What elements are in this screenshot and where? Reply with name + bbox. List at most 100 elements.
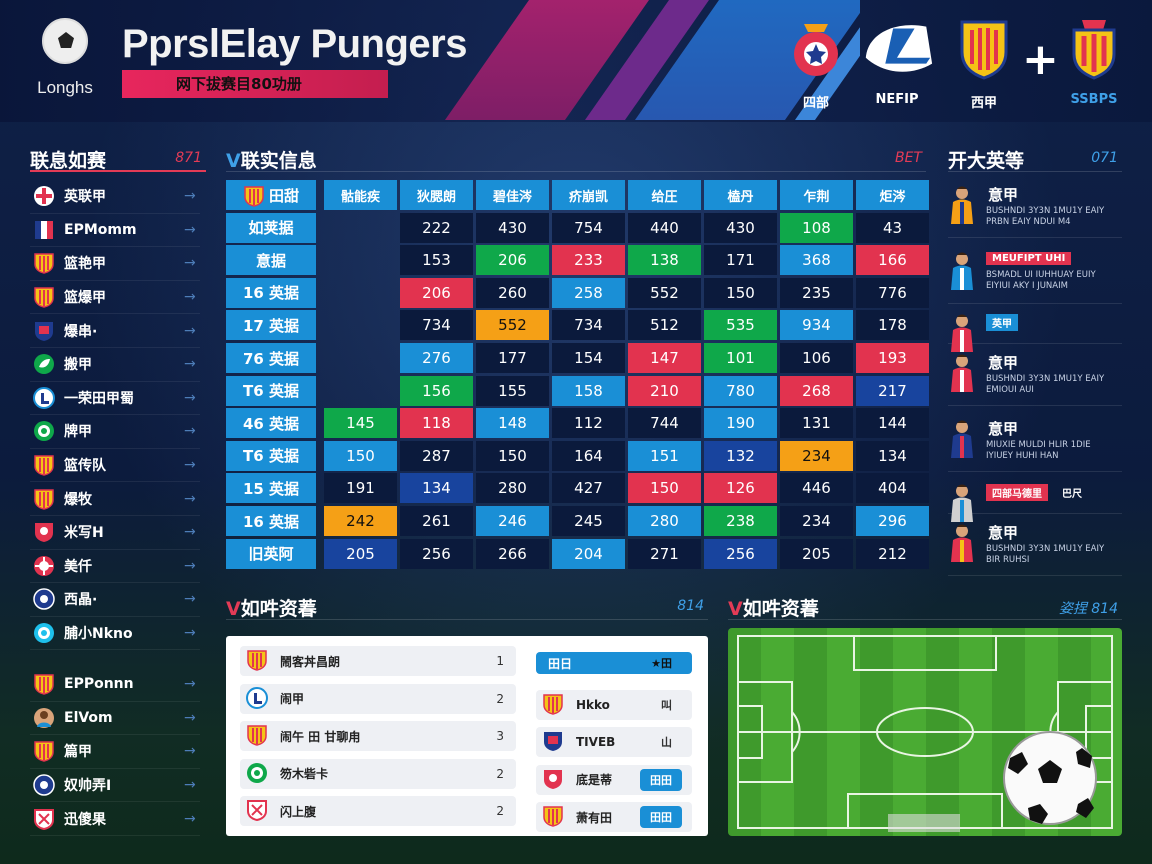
column-header[interactable]: 疥崩凯 [552, 180, 625, 210]
table-cell[interactable]: 266 [476, 538, 549, 569]
table-cell[interactable]: 108 [780, 212, 853, 243]
table-cell[interactable]: 156 [400, 375, 473, 406]
action-button[interactable]: 山 [661, 736, 672, 749]
table-cell[interactable]: 150 [476, 440, 549, 471]
player-card[interactable]: 意甲 BUSHNDI 3Y3N 1MU1Y EAIY BIR RUHSI [948, 516, 1122, 576]
column-header[interactable]: 炬涔 [856, 180, 929, 210]
table-cell[interactable]: 171 [704, 245, 777, 276]
table-cell[interactable]: 535 [704, 310, 777, 341]
table-cell[interactable]: 205 [324, 538, 397, 569]
match-side-item[interactable]: 萧有田 田田 [536, 802, 692, 832]
player-card[interactable]: BSMADL UI IUHHUAY EUIY EIYIUI AKY I JUNA… [948, 244, 1122, 304]
table-cell[interactable]: 206 [476, 245, 549, 276]
table-cell[interactable]: 178 [856, 310, 929, 341]
table-cell[interactable]: 134 [400, 473, 473, 504]
sidebar-item[interactable]: 西晶· → [30, 583, 200, 617]
action-button[interactable]: ★田 [651, 657, 672, 670]
top-crest-3[interactable]: 西甲 [958, 18, 1010, 111]
table-cell[interactable]: 256 [400, 538, 473, 569]
sidebar-item[interactable]: 英联甲 → [30, 180, 200, 214]
table-cell[interactable]: 177 [476, 343, 549, 373]
table-cell[interactable]: 261 [400, 506, 473, 536]
match-side-item[interactable]: 底是蒂 田田 [536, 764, 692, 795]
table-cell[interactable]: 150 [324, 440, 397, 471]
table-cell[interactable]: 276 [400, 343, 473, 373]
player-card[interactable]: 意甲 MIUXIE MULDI HLIR 1DIE IYIUEY HUHI HAN [948, 412, 1122, 472]
app-logo[interactable]: Longhs [30, 18, 100, 108]
table-cell[interactable]: 145 [324, 408, 397, 439]
table-cell[interactable]: 552 [476, 310, 549, 341]
table-cell[interactable]: 734 [400, 310, 473, 341]
match-list-item[interactable]: 笏木砦卡 2 [240, 758, 516, 789]
sidebar-item[interactable]: 搬甲 → [30, 348, 200, 382]
row-label[interactable]: 16 英据 [226, 277, 316, 308]
row-label[interactable]: 76 英据 [226, 343, 316, 373]
table-cell[interactable]: 234 [780, 440, 853, 471]
match-list-item[interactable]: 鬧客丼昌朗 1 [240, 646, 516, 676]
table-cell[interactable]: 43 [856, 212, 929, 243]
column-header[interactable]: 给圧 [628, 180, 701, 210]
table-cell[interactable]: 512 [628, 310, 701, 341]
table-cell[interactable]: 101 [704, 343, 777, 373]
sidebar-item[interactable]: EPPonnn → [30, 668, 200, 702]
row-label[interactable]: T6 英据 [226, 375, 316, 406]
table-cell[interactable]: 427 [552, 473, 625, 504]
sidebar-item[interactable]: EPMomm → [30, 214, 200, 248]
table-cell[interactable]: 154 [552, 343, 625, 373]
row-label[interactable]: 17 英据 [226, 310, 316, 341]
table-cell[interactable]: 138 [628, 245, 701, 276]
table-cell[interactable]: 934 [780, 310, 853, 341]
table-cell[interactable]: 235 [780, 277, 853, 308]
sidebar-item[interactable]: 美仟 → [30, 550, 200, 584]
sidebar-item[interactable]: 篮艳甲 → [30, 247, 200, 281]
table-cell[interactable]: 144 [856, 408, 929, 439]
table-cell[interactable]: 112 [552, 408, 625, 439]
sidebar-item[interactable]: 脯小Nkno → [30, 617, 200, 651]
player-card[interactable]: 四部马德里 巴尺 [948, 476, 1122, 522]
sidebar-item[interactable]: 篇甲 → [30, 735, 200, 769]
table-cell[interactable]: 193 [856, 343, 929, 373]
table-cell[interactable]: 150 [628, 473, 701, 504]
table-cell[interactable]: 780 [704, 375, 777, 406]
action-button[interactable]: 田田 [640, 806, 682, 828]
table-cell[interactable]: 246 [476, 506, 549, 536]
table-cell[interactable]: 155 [476, 375, 549, 406]
table-cell[interactable]: 734 [552, 310, 625, 341]
match-side-item[interactable]: Hkko 叫 [536, 689, 692, 720]
row-label[interactable]: 15 英据 [226, 473, 316, 504]
table-cell[interactable]: 430 [704, 212, 777, 243]
action-button[interactable]: 田田 [640, 768, 682, 791]
table-cell[interactable]: 280 [628, 506, 701, 536]
column-header[interactable]: 骷能疾 [324, 180, 397, 210]
table-cell[interactable]: 271 [628, 538, 701, 569]
table-cell[interactable]: 368 [780, 245, 853, 276]
table-cell[interactable]: 148 [476, 408, 549, 439]
table-cell[interactable]: 151 [628, 440, 701, 471]
table-cell[interactable]: 150 [704, 277, 777, 308]
football-pitch[interactable] [728, 628, 1122, 836]
table-cell[interactable]: 206 [400, 277, 473, 308]
table-cell[interactable]: 233 [552, 245, 625, 276]
table-cell[interactable]: 190 [704, 408, 777, 439]
sidebar-item[interactable]: 篮传队 → [30, 449, 200, 483]
table-cell[interactable]: 776 [856, 277, 929, 308]
table-cell[interactable]: 205 [780, 538, 853, 569]
player-card[interactable]: 意甲 BUSHNDI 3Y3N 1MU1Y EAIY PRBN EAIY NDUI… [948, 178, 1122, 238]
table-cell[interactable]: 234 [780, 506, 853, 536]
row-label[interactable]: 如荚据 [226, 212, 316, 243]
match-side-item[interactable]: TIVEB 山 [536, 727, 692, 757]
sidebar-item[interactable]: 一荣田甲蜀 → [30, 382, 200, 416]
table-cell[interactable]: 238 [704, 506, 777, 536]
table-cell[interactable]: 131 [780, 408, 853, 439]
sidebar-item[interactable]: 牌甲 → [30, 415, 200, 449]
table-cell[interactable]: 118 [400, 408, 473, 439]
column-header[interactable]: 狄腮朗 [400, 180, 473, 210]
match-list-item[interactable]: 闪上腹 2 [240, 796, 516, 826]
table-cell[interactable]: 287 [400, 440, 473, 471]
match-list-item[interactable]: 闹甲 2 [240, 683, 516, 714]
team-column-header[interactable]: 田甜 [226, 180, 316, 210]
table-cell[interactable]: 132 [704, 440, 777, 471]
column-header[interactable]: 碧佳涔 [476, 180, 549, 210]
table-cell[interactable]: 256 [704, 538, 777, 569]
sidebar-item[interactable]: 迅傻果 → [30, 802, 200, 836]
